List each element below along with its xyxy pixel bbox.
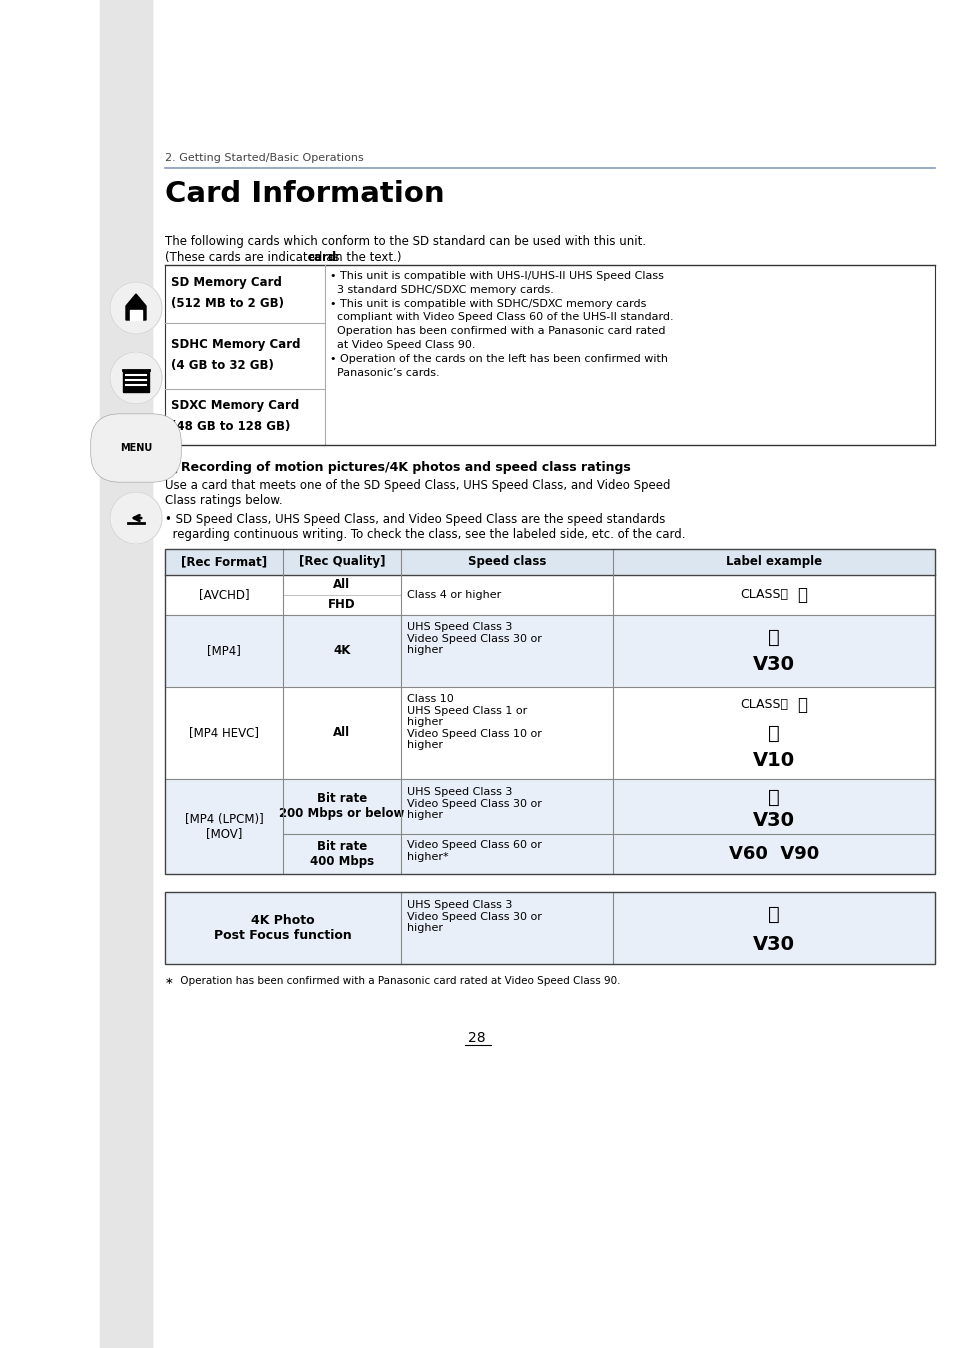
Polygon shape: [130, 310, 142, 319]
Text: Ⓛ: Ⓛ: [767, 724, 779, 743]
Text: The following cards which conform to the SD standard can be used with this unit.: The following cards which conform to the…: [165, 235, 645, 248]
Text: ∗  Operation has been confirmed with a Panasonic card rated at Video Speed Class: ∗ Operation has been confirmed with a Pa…: [165, 976, 619, 985]
Text: (512 MB to 2 GB): (512 MB to 2 GB): [171, 297, 284, 310]
Text: Ⓣ: Ⓣ: [767, 787, 779, 806]
Bar: [0, 0, 100, 1348]
Bar: [165, 779, 934, 874]
Text: V10: V10: [752, 751, 794, 771]
Bar: [165, 615, 934, 687]
Text: [AVCHD]: [AVCHD]: [198, 589, 249, 601]
Polygon shape: [126, 294, 146, 319]
Text: Card Information: Card Information: [165, 181, 444, 208]
Text: 4K Photo
Post Focus function: 4K Photo Post Focus function: [213, 914, 352, 942]
Text: V30: V30: [752, 811, 794, 830]
Bar: [165, 892, 934, 964]
Circle shape: [110, 282, 162, 334]
Text: V60  V90: V60 V90: [728, 845, 819, 863]
Text: 3 standard SDHC/SDXC memory cards.: 3 standard SDHC/SDXC memory cards.: [330, 284, 554, 295]
Bar: [123, 369, 149, 392]
Text: UHS Speed Class 3
Video Speed Class 30 or
higher: UHS Speed Class 3 Video Speed Class 30 o…: [407, 787, 541, 820]
Circle shape: [110, 422, 162, 474]
Text: [MP4 (LPCM)]
[MOV]: [MP4 (LPCM)] [MOV]: [185, 813, 263, 841]
Bar: [165, 549, 934, 874]
Text: Panasonic’s cards.: Panasonic’s cards.: [330, 368, 439, 377]
Text: ⓘ: ⓘ: [796, 696, 806, 714]
Text: [MP4]: [MP4]: [207, 644, 241, 658]
Circle shape: [110, 492, 162, 545]
Text: Bit rate
400 Mbps: Bit rate 400 Mbps: [310, 840, 374, 868]
Text: (4 GB to 32 GB): (4 GB to 32 GB): [171, 359, 274, 372]
Bar: [165, 892, 934, 964]
Text: Video Speed Class 60 or
higher*: Video Speed Class 60 or higher*: [407, 840, 541, 861]
Text: Operation has been confirmed with a Panasonic card rated: Operation has been confirmed with a Pana…: [330, 326, 665, 336]
Text: [Rec Format]: [Rec Format]: [181, 555, 267, 569]
Text: Bit rate
200 Mbps or below: Bit rate 200 Mbps or below: [279, 793, 404, 821]
Text: SDHC Memory Card: SDHC Memory Card: [171, 338, 300, 350]
Text: CLASSⓘ: CLASSⓘ: [740, 698, 787, 712]
Text: in the text.): in the text.): [328, 251, 401, 264]
Text: Ⓣ: Ⓣ: [767, 905, 779, 923]
Text: All: All: [334, 727, 350, 740]
Text: Ⓣ: Ⓣ: [767, 628, 779, 647]
Text: [MP4 HEVC]: [MP4 HEVC]: [189, 727, 258, 740]
Text: CLASSⓒ: CLASSⓒ: [740, 589, 787, 601]
Text: All: All: [334, 578, 350, 592]
Text: • Operation of the cards on the left has been confirmed with: • Operation of the cards on the left has…: [330, 353, 667, 364]
Text: 2. Getting Started/Basic Operations: 2. Getting Started/Basic Operations: [165, 154, 363, 163]
Text: V30: V30: [752, 934, 794, 953]
Text: V30: V30: [752, 655, 794, 674]
Text: compliant with Video Speed Class 60 of the UHS-II standard.: compliant with Video Speed Class 60 of t…: [330, 313, 673, 322]
Text: • This unit is compatible with SDHC/SDXC memory cards: • This unit is compatible with SDHC/SDXC…: [330, 299, 646, 309]
Text: 28: 28: [468, 1031, 485, 1045]
Text: Class 10
UHS Speed Class 1 or
higher
Video Speed Class 10 or
higher: Class 10 UHS Speed Class 1 or higher Vid…: [407, 694, 541, 751]
Text: Speed class: Speed class: [467, 555, 546, 569]
Bar: [100, 0, 152, 1348]
Text: UHS Speed Class 3
Video Speed Class 30 or
higher: UHS Speed Class 3 Video Speed Class 30 o…: [407, 621, 541, 655]
Text: SDXC Memory Card: SDXC Memory Card: [171, 399, 299, 412]
Text: (48 GB to 128 GB): (48 GB to 128 GB): [171, 421, 290, 433]
Text: card: card: [307, 251, 336, 264]
Text: Class 4 or higher: Class 4 or higher: [407, 590, 500, 600]
Text: Recording of motion pictures/4K photos and speed class ratings: Recording of motion pictures/4K photos a…: [181, 461, 630, 474]
Text: 4K: 4K: [333, 644, 351, 658]
Text: • This unit is compatible with UHS-I/UHS-II UHS Speed Class: • This unit is compatible with UHS-I/UHS…: [330, 271, 663, 280]
Circle shape: [110, 352, 162, 404]
Text: SD Memory Card: SD Memory Card: [171, 276, 281, 288]
Text: [Rec Quality]: [Rec Quality]: [298, 555, 385, 569]
Bar: [0, 0, 152, 1348]
Bar: [165, 549, 934, 576]
Text: • SD Speed Class, UHS Speed Class, and Video Speed Class are the speed standards: • SD Speed Class, UHS Speed Class, and V…: [165, 514, 685, 541]
Text: UHS Speed Class 3
Video Speed Class 30 or
higher: UHS Speed Class 3 Video Speed Class 30 o…: [407, 900, 541, 933]
Bar: [165, 461, 175, 472]
Bar: [165, 687, 934, 779]
Text: ⓒ: ⓒ: [796, 586, 806, 604]
Bar: [165, 576, 934, 615]
Text: MENU: MENU: [120, 443, 152, 453]
Text: (These cards are indicated as: (These cards are indicated as: [165, 251, 343, 264]
Text: Use a card that meets one of the SD Speed Class, UHS Speed Class, and Video Spee: Use a card that meets one of the SD Spee…: [165, 479, 670, 507]
Text: FHD: FHD: [328, 599, 355, 612]
Text: at Video Speed Class 90.: at Video Speed Class 90.: [330, 340, 475, 350]
Text: Label example: Label example: [725, 555, 821, 569]
